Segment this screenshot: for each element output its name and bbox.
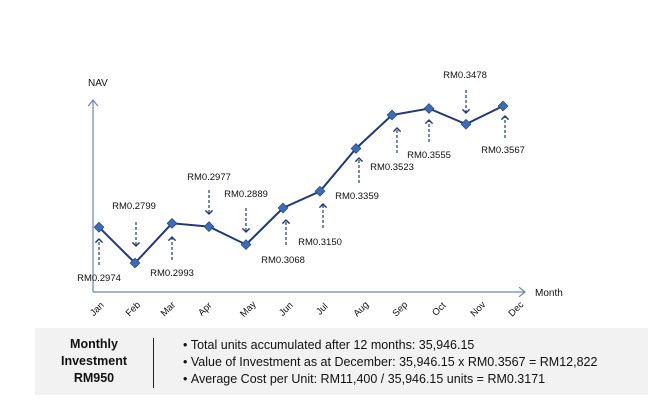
data-label: RM0.3359 — [335, 191, 379, 202]
summary-left-line: RM950 — [73, 371, 115, 385]
data-label: RM0.3555 — [407, 150, 451, 161]
data-point-jan — [93, 221, 105, 233]
x-tick-label: Mar — [159, 300, 178, 319]
data-point-jun — [277, 202, 289, 214]
x-tick-label: Oct — [430, 300, 448, 318]
data-label: RM0.3523 — [370, 162, 414, 173]
data-label: RM0.2974 — [77, 273, 121, 284]
data-label: RM0.2993 — [150, 268, 194, 279]
data-point-oct — [423, 103, 435, 114]
x-tick-label: Jul — [314, 301, 330, 317]
bullet-item: Total units accumulated after 12 months:… — [183, 337, 597, 354]
x-tick-label: Apr — [196, 300, 214, 318]
x-axis-label: Month — [535, 288, 563, 299]
data-point-sep — [386, 109, 398, 121]
x-tick-label: Dec — [506, 299, 526, 319]
divider — [153, 338, 154, 388]
data-point-apr — [203, 221, 215, 232]
data-label: RM0.2889 — [224, 189, 268, 200]
bullet-item: Value of Investment as at December: 35,9… — [183, 354, 598, 371]
data-label: RM0.3478 — [443, 70, 487, 81]
data-point-dec — [497, 100, 509, 112]
data-label: RM0.3068 — [261, 255, 305, 266]
x-tick-label: Nov — [468, 299, 488, 319]
data-point-jul — [314, 185, 326, 197]
data-point-mar — [166, 217, 178, 229]
x-tick-label: Aug — [351, 299, 371, 319]
data-point-aug — [350, 143, 362, 154]
x-tick-label: Sep — [390, 299, 410, 319]
summary-left-line: Monthly — [70, 337, 118, 351]
summary-left-line: Investment — [61, 354, 127, 368]
y-axis-label: NAV — [88, 78, 108, 89]
data-label: RM0.2799 — [112, 201, 156, 212]
nav-series-line — [98, 105, 504, 265]
data-point-nov — [460, 118, 472, 130]
data-label: RM0.3567 — [481, 145, 525, 156]
summary-bullets: Total units accumulated after 12 months:… — [183, 337, 598, 388]
data-point-may — [240, 239, 252, 250]
data-label: RM0.2977 — [187, 172, 231, 183]
data-point-feb — [129, 257, 141, 269]
x-tick-label: Jun — [277, 300, 296, 319]
bullet-item: Average Cost per Unit: RM11,400 / 35,946… — [183, 371, 597, 388]
x-tick-label: Feb — [124, 300, 143, 319]
x-tick-label: May — [238, 299, 259, 320]
x-tick-label: Jan — [88, 300, 107, 319]
summary-box: Monthly Investment RM950 Total units acc… — [35, 328, 648, 395]
monthly-investment-label: Monthly Investment RM950 — [35, 336, 153, 387]
data-label: RM0.3150 — [298, 237, 342, 248]
